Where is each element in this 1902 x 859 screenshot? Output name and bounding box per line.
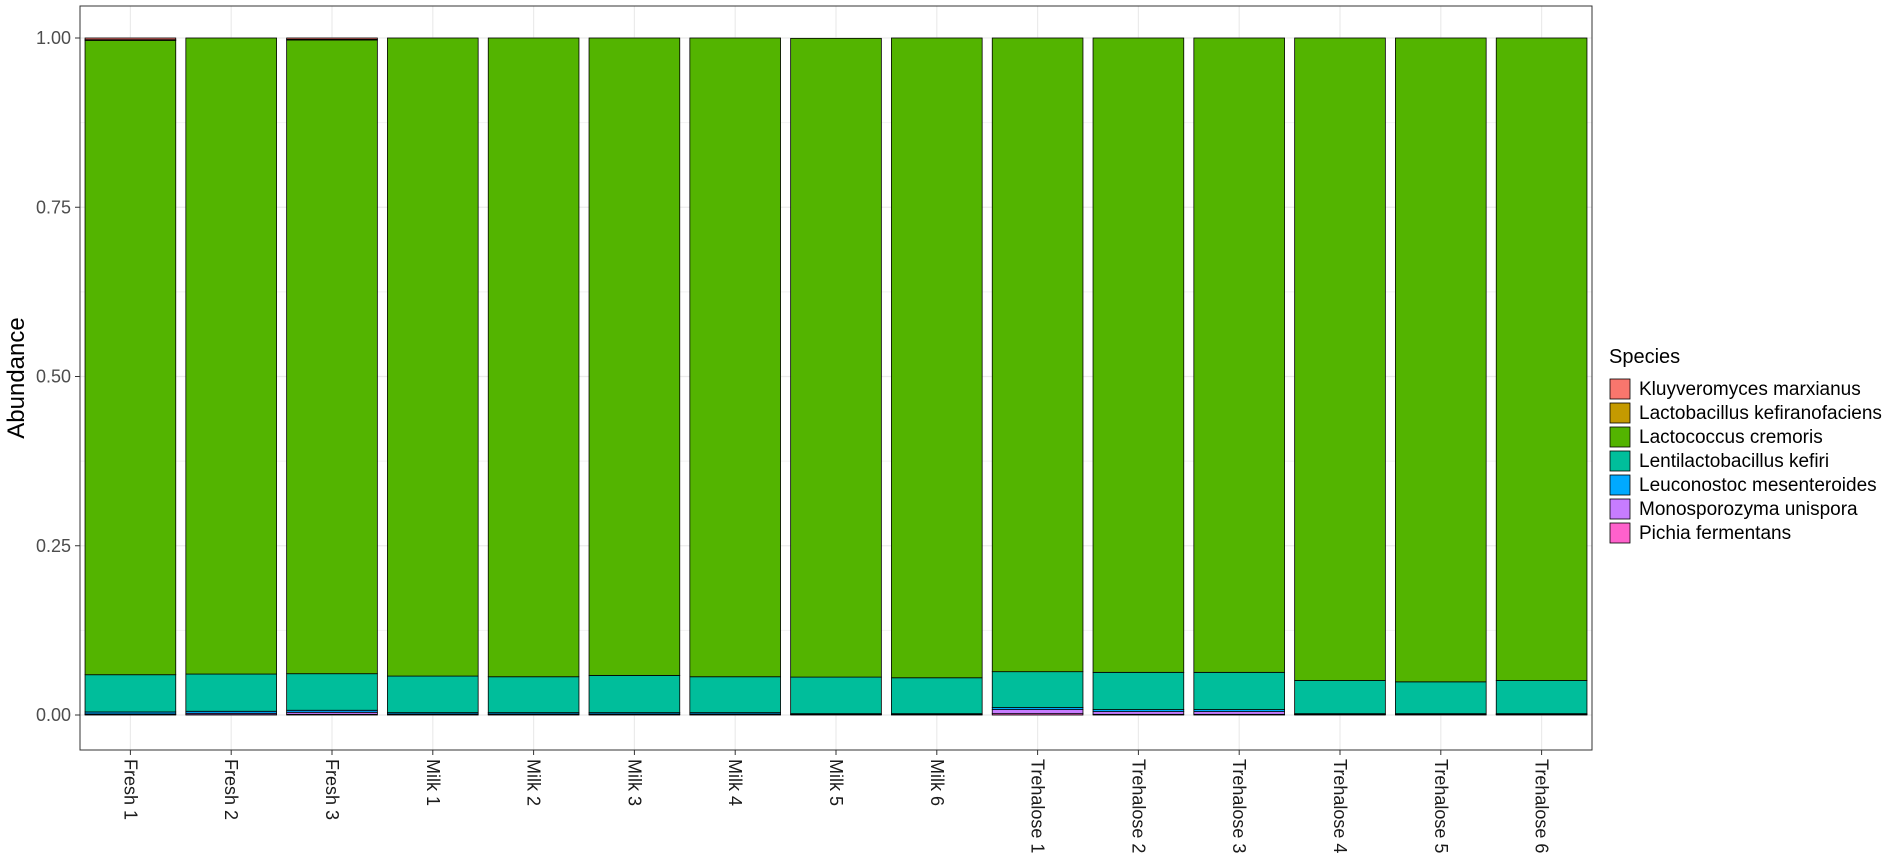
legend-key <box>1609 474 1631 496</box>
bar-segment <box>185 37 277 675</box>
y-axis-label: Abundance <box>3 317 30 438</box>
x-tick-label: Fresh 3 <box>322 759 342 820</box>
legend-label: Lactococcus cremoris <box>1639 427 1823 448</box>
legend-label: Pichia fermentans <box>1639 523 1791 544</box>
legend: Species Kluyveromyces marxianus Lactobaci… <box>1609 346 1882 544</box>
legend-key <box>1609 522 1631 544</box>
legend-key <box>1609 450 1631 472</box>
x-tick-label: Milk 3 <box>624 759 644 806</box>
legend-key <box>1609 378 1631 400</box>
bar-segment <box>286 39 378 675</box>
bar-segment <box>1495 37 1588 681</box>
legend-label: Kluyveromyces marxianus <box>1639 379 1861 400</box>
bar-segment <box>1193 671 1285 710</box>
x-tick-label: Milk 2 <box>524 759 544 806</box>
y-tick-label: 0.25 <box>36 536 71 556</box>
bar-segment <box>84 674 177 713</box>
bar-segment <box>588 674 681 714</box>
bar-segment <box>1294 680 1386 715</box>
bar-segment <box>84 39 177 676</box>
bar-segment <box>790 37 882 678</box>
y-tick-label: 0.50 <box>36 367 71 387</box>
bar-segment <box>1294 37 1386 681</box>
x-tick-label: Milk 6 <box>927 759 947 806</box>
bar-segment <box>487 676 580 714</box>
bar-segment <box>689 37 781 678</box>
bar-segment <box>991 671 1084 708</box>
bar-segment <box>1092 37 1185 673</box>
bar-segment <box>891 37 983 679</box>
x-tick-label: Trehalose 2 <box>1128 759 1148 853</box>
y-tick-label: 1.00 <box>36 28 71 48</box>
legend-label: Monosporozyma unispora <box>1639 499 1858 520</box>
x-tick-label: Trehalose 1 <box>1028 759 1048 853</box>
bar-segment <box>991 709 1084 715</box>
x-tick-label: Trehalose 3 <box>1229 759 1249 853</box>
bar-segment <box>1092 671 1185 710</box>
legend-key <box>1609 498 1631 520</box>
x-tick-label: Trehalose 5 <box>1431 759 1451 853</box>
legend-key <box>1609 426 1631 448</box>
bar-segment <box>286 37 378 40</box>
legend-label: Leuconostoc mesenteroides <box>1639 475 1877 496</box>
bar-segment <box>387 675 479 714</box>
bar-segment <box>689 676 781 714</box>
x-tick-label: Trehalose 4 <box>1330 759 1350 853</box>
x-axis: Fresh 1 Fresh 2 Fresh 3 Milk 1 Milk 2 Milk 3 M… <box>120 750 1552 853</box>
bars <box>84 37 1588 716</box>
y-tick-label: 0.75 <box>36 197 71 217</box>
bar-segment <box>185 673 277 712</box>
x-tick-label: Milk 1 <box>423 759 443 806</box>
bar-segment <box>891 677 983 715</box>
bar-segment <box>790 676 882 715</box>
bar-segment <box>1395 681 1487 715</box>
bar-segment <box>1092 711 1185 715</box>
bar-segment <box>1395 37 1487 683</box>
bar-segment <box>588 37 681 676</box>
bar-segment <box>1193 37 1285 673</box>
bar-segment <box>487 37 580 678</box>
bar-segment <box>286 673 378 711</box>
y-axis: 0.00 0.25 0.50 0.75 1.00 <box>36 28 80 725</box>
x-tick-label: Fresh 1 <box>120 759 140 820</box>
x-tick-label: Milk 4 <box>725 759 745 806</box>
y-tick-label: 0.00 <box>36 705 71 725</box>
x-tick-label: Milk 5 <box>826 759 846 806</box>
x-tick-label: Trehalose 6 <box>1532 759 1552 853</box>
legend-title: Species <box>1609 346 1680 368</box>
legend-label: Lentilactobacillus kefiri <box>1639 451 1829 472</box>
bar-segment <box>991 37 1084 673</box>
bar-segment <box>1193 711 1285 715</box>
legend-label: Lactobacillus kefiranofaciens <box>1639 403 1882 424</box>
legend-key <box>1609 402 1631 424</box>
bar-segment <box>387 37 479 677</box>
x-tick-label: Fresh 2 <box>221 759 241 820</box>
bar-segment <box>1495 680 1588 715</box>
bar-segment <box>84 37 177 41</box>
